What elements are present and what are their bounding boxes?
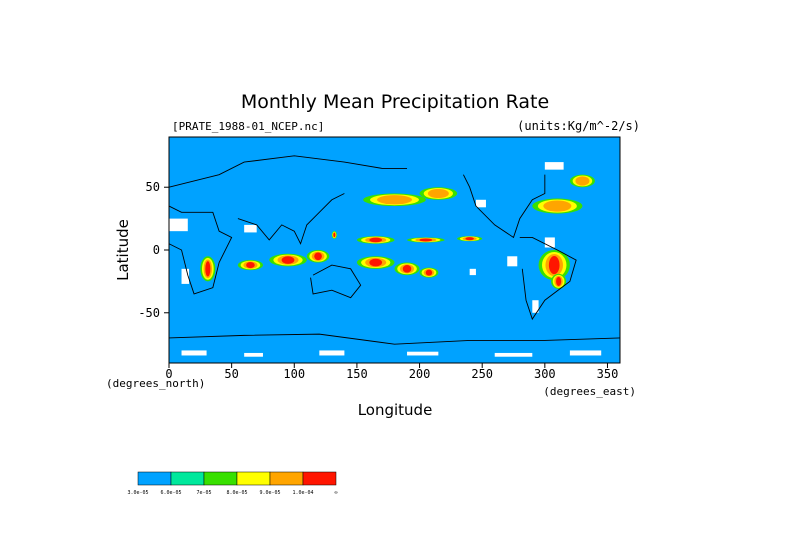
x-tick-label-150: 150 xyxy=(346,367,368,381)
x-tick-label-250: 250 xyxy=(471,367,493,381)
chart-title: Monthly Mean Precipitation Rate xyxy=(241,91,549,113)
missing-cell-3 xyxy=(544,237,555,248)
y-axis-ticks: 50 0 -50 xyxy=(138,180,169,320)
missing-cell-6 xyxy=(244,352,263,357)
precip-cell-indian-ocean-1-5 xyxy=(281,256,295,264)
x-tick-label-50: 50 xyxy=(224,367,238,381)
missing-cell-2 xyxy=(244,224,257,233)
x-tick-label-0: 0 xyxy=(165,367,172,381)
precip-cell-itcz-pacific-3-5 xyxy=(465,237,474,241)
coastline-3 xyxy=(310,264,362,299)
legend-label-0: 3.0e-05 xyxy=(127,490,148,496)
legend-swatch-2 xyxy=(203,471,238,486)
missing-cell-10 xyxy=(569,350,602,356)
x-tick-label-100: 100 xyxy=(283,367,305,381)
y-tick-label-50: 50 xyxy=(146,180,160,194)
ocean-background xyxy=(169,137,620,363)
precip-cell-south-america-0-5 xyxy=(548,255,560,275)
x-tick-label-200: 200 xyxy=(409,367,431,381)
precip-cell-south-pacific-cz-2-5 xyxy=(425,269,433,276)
x-axis-label: Longitude xyxy=(358,401,433,419)
missing-cell-13 xyxy=(544,162,564,170)
legend-label-4: 9.0e-05 xyxy=(259,490,280,496)
missing-cell-7 xyxy=(319,350,345,356)
color-legend: 3.0e-05 6.0e-05 7e-05 8.0e-05 9.0e-05 1.0e-04… xyxy=(127,471,338,496)
legend-swatch-0 xyxy=(137,471,172,486)
x-tick-label-300: 300 xyxy=(534,367,556,381)
map-area xyxy=(168,136,621,364)
legend-swatch-3 xyxy=(236,471,271,486)
x-axis-ticks: 0 50 100 150 200 250 300 350 xyxy=(165,363,618,381)
x-unit-label-right: (degrees_east) xyxy=(543,385,636,398)
legend-swatch-1 xyxy=(170,471,205,486)
chart-subtitle-left: [PRATE_1988-01_NCEP.nc] xyxy=(172,120,324,133)
precip-cell-itcz-pacific-1-5 xyxy=(369,237,383,243)
missing-cell-0 xyxy=(169,218,188,232)
y-tick-label--50: -50 xyxy=(138,306,160,320)
coastline-layer xyxy=(168,155,621,345)
precip-cell-south-pacific-cz-0-5 xyxy=(369,258,383,267)
x-unit-label-left: (degrees_north) xyxy=(106,377,205,390)
missing-cell-4 xyxy=(469,268,476,276)
precip-cell-north-pacific-storm-0-4 xyxy=(376,195,413,205)
y-tick-label-0: 0 xyxy=(153,243,160,257)
precip-cell-indian-ocean-0-5 xyxy=(246,262,255,269)
coastline-0 xyxy=(168,155,408,188)
legend-label-6: ∞ xyxy=(334,490,337,496)
precip-cell-south-pacific-cz-1-5 xyxy=(402,265,412,273)
coastline-2 xyxy=(237,193,345,245)
missing-cell-14 xyxy=(532,300,539,313)
legend-swatch-4 xyxy=(269,471,304,486)
legend-label-3: 8.0e-05 xyxy=(226,490,247,496)
precip-cell-south-america-1-5 xyxy=(556,276,562,286)
missing-cell-12 xyxy=(475,199,486,208)
missing-cell-5 xyxy=(181,350,207,356)
precip-cell-itcz-pacific-2-5 xyxy=(419,238,433,242)
chart-subtitle-right: (units:Kg/m^-2/s) xyxy=(517,119,640,133)
missing-data-layer xyxy=(169,162,602,357)
y-axis-label: Latitude xyxy=(114,219,132,281)
missing-cell-11 xyxy=(507,256,518,267)
coastline-5 xyxy=(519,236,577,321)
precip-cell-indian-ocean-2-5 xyxy=(314,252,322,261)
coastline-4 xyxy=(463,174,546,239)
precip-cell-itcz-pacific-0-5 xyxy=(333,232,336,238)
legend-label-1: 6.0e-05 xyxy=(160,490,181,496)
coastline-1 xyxy=(168,205,233,295)
coastline-6 xyxy=(168,333,621,345)
precipitation-layer xyxy=(200,174,595,289)
x-tick-label-350: 350 xyxy=(597,367,619,381)
precip-cell-north-atlantic-storm-1-4 xyxy=(575,176,590,186)
legend-label-2: 7e-05 xyxy=(196,490,211,496)
legend-swatch-5 xyxy=(302,471,337,486)
missing-cell-1 xyxy=(181,268,190,284)
precip-cell-north-pacific-storm-1-4 xyxy=(427,188,449,199)
missing-cell-9 xyxy=(494,352,533,357)
missing-cell-8 xyxy=(407,351,439,356)
precip-cell-north-atlantic-storm-0-4 xyxy=(543,200,572,212)
precip-cell-africa-south-0-5 xyxy=(205,261,211,277)
legend-label-5: 1.0e-04 xyxy=(292,490,313,496)
